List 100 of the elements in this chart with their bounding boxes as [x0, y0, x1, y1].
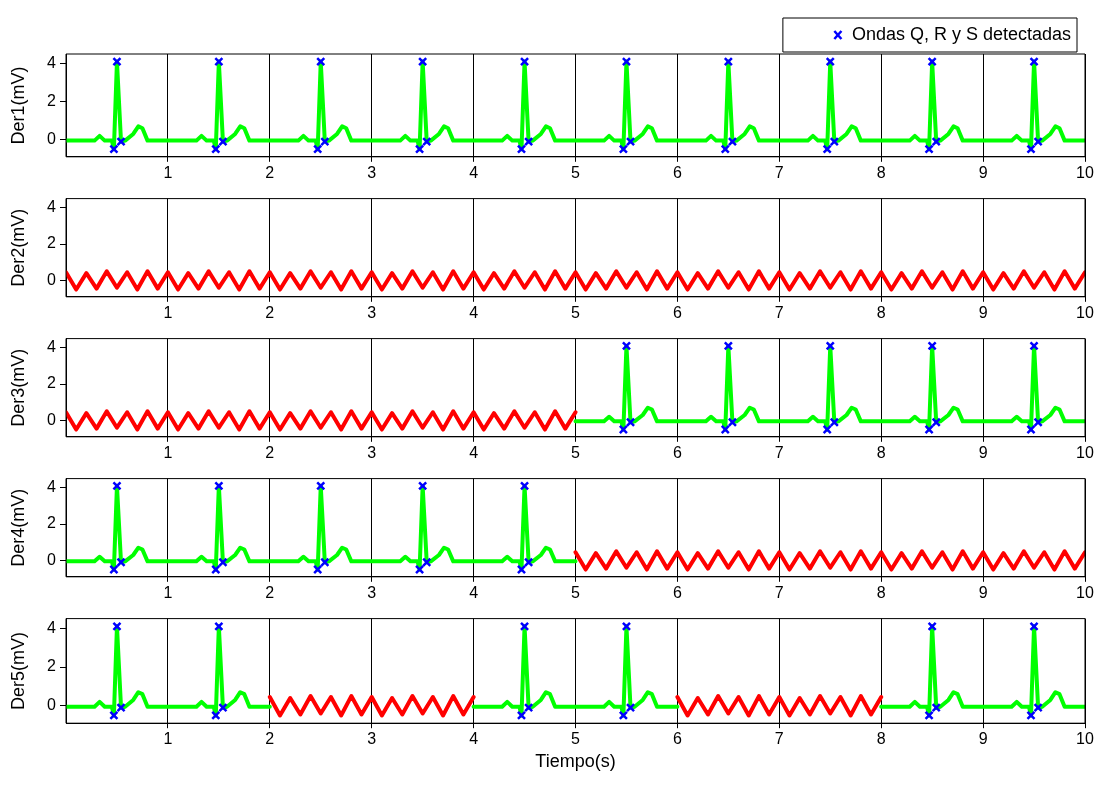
x-tick-label: 3: [367, 443, 377, 461]
point: [829, 136, 840, 147]
y-tick-label: 4: [47, 478, 57, 496]
y-tick-label: 0: [47, 410, 57, 428]
point: [211, 710, 221, 721]
x-tick-label: 10: [1076, 303, 1094, 321]
point: [109, 564, 119, 575]
point: [931, 136, 942, 147]
point: [625, 702, 636, 713]
point: [727, 136, 738, 147]
x-tick-label: 8: [876, 730, 886, 748]
point: [315, 56, 326, 67]
point: [312, 564, 323, 575]
x-tick-label: 5: [571, 730, 581, 748]
y-tick-label: 4: [47, 338, 57, 356]
y-tick-label: 4: [47, 618, 57, 636]
point: [112, 621, 122, 632]
x-tick-label: 3: [367, 583, 377, 601]
point: [621, 621, 632, 632]
point: [825, 341, 836, 351]
point: [414, 564, 425, 575]
x-tick-label: 7: [774, 730, 784, 748]
point: [421, 136, 432, 147]
x-tick-label: 1: [163, 163, 173, 181]
point: [1029, 341, 1039, 351]
point: [822, 424, 832, 435]
point: [924, 424, 934, 435]
point: [519, 481, 530, 491]
point: [727, 417, 738, 428]
point: [320, 557, 330, 568]
point: [523, 136, 534, 147]
point: [116, 557, 126, 568]
point: [1029, 621, 1039, 632]
point: [116, 136, 126, 147]
x-tick-label: 4: [469, 583, 479, 601]
point: [417, 56, 428, 67]
point: [112, 481, 122, 491]
point: [621, 341, 632, 351]
x-tick-label: 10: [1076, 730, 1094, 748]
y-tick-label: 0: [47, 550, 57, 568]
y-axis-title: Der2(mV): [7, 208, 28, 287]
x-tick-label: 9: [978, 163, 988, 181]
y-tick-label: 4: [47, 53, 57, 71]
y-tick-label: 2: [47, 657, 57, 675]
x-tick-label: 8: [876, 443, 886, 461]
point: [720, 144, 731, 154]
x-tick-label: 9: [978, 583, 988, 601]
x-tick-label: 2: [265, 443, 275, 461]
x-tick-label: 1: [163, 583, 173, 601]
point: [924, 710, 934, 721]
x-tick-label: 1: [163, 303, 173, 321]
x-tick-label: 7: [774, 443, 784, 461]
x-tick-label: 5: [571, 583, 581, 601]
x-tick-label: 2: [265, 730, 275, 748]
x-tick-label: 5: [571, 303, 581, 321]
point: [618, 424, 629, 435]
x-tick-label: 6: [672, 443, 682, 461]
x-tick-label: 3: [367, 303, 377, 321]
point: [218, 557, 228, 568]
x-tick-label: 5: [571, 443, 581, 461]
point: [1026, 424, 1036, 435]
point: [1026, 144, 1036, 154]
y-tick-label: 2: [47, 374, 57, 392]
y-axis-title: Der3(mV): [7, 348, 28, 427]
point: [1033, 702, 1043, 713]
x-tick-label: 2: [265, 583, 275, 601]
point: [927, 341, 937, 351]
x-tick-label: 7: [774, 303, 784, 321]
point: [516, 710, 527, 721]
y-tick-label: 0: [47, 696, 57, 714]
point: [519, 56, 530, 67]
point: [720, 424, 731, 435]
x-tick-label: 4: [469, 303, 479, 321]
point: [109, 144, 119, 154]
point: [109, 710, 119, 721]
y-tick-label: 0: [47, 130, 57, 148]
x-tick-label: 5: [571, 163, 581, 181]
point: [519, 621, 530, 632]
point: [421, 557, 432, 568]
x-tick-label: 2: [265, 163, 275, 181]
point: [829, 417, 840, 428]
point: [218, 136, 228, 147]
x-tick-label: 4: [469, 443, 479, 461]
x-tick-label: 4: [469, 163, 479, 181]
point: [924, 144, 934, 154]
point: [214, 621, 224, 632]
y-tick-label: 2: [47, 234, 57, 252]
x-tick-label: 10: [1076, 443, 1094, 461]
point: [523, 557, 534, 568]
y-tick-label: 2: [47, 514, 57, 532]
point: [417, 481, 428, 491]
x-tick-label: 9: [978, 303, 988, 321]
point: [211, 564, 221, 575]
point: [621, 56, 632, 67]
y-tick-label: 0: [47, 270, 57, 288]
point: [825, 56, 836, 67]
point: [927, 621, 937, 632]
x-axis-title: Tiempo(s): [535, 751, 616, 772]
point: [516, 564, 527, 575]
x-tick-label: 1: [163, 730, 173, 748]
